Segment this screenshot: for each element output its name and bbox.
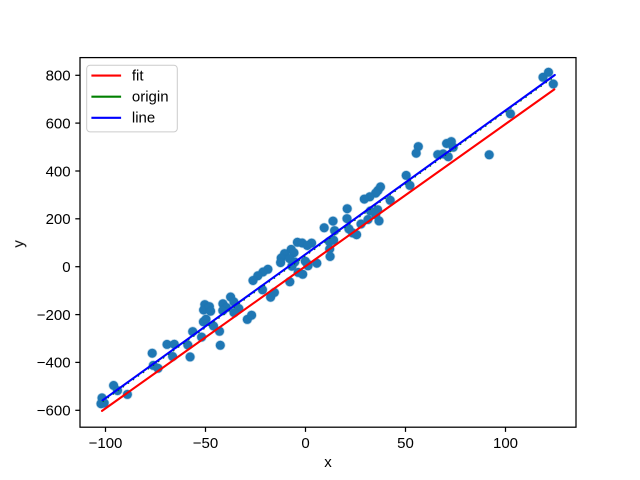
svg-text:0: 0	[301, 435, 309, 452]
svg-text:−400: −400	[37, 355, 71, 372]
svg-text:50: 50	[397, 435, 414, 452]
svg-text:400: 400	[46, 163, 71, 180]
svg-text:−100: −100	[89, 435, 123, 452]
svg-text:y: y	[10, 240, 27, 248]
svg-text:−50: −50	[193, 435, 218, 452]
svg-text:−600: −600	[37, 403, 71, 420]
svg-text:800: 800	[46, 68, 71, 85]
svg-text:line: line	[132, 110, 155, 127]
svg-text:200: 200	[46, 211, 71, 228]
svg-text:origin: origin	[132, 88, 169, 105]
svg-text:x: x	[324, 454, 332, 471]
svg-text:fit: fit	[132, 67, 145, 84]
svg-text:0: 0	[62, 259, 70, 276]
svg-text:100: 100	[493, 435, 518, 452]
svg-text:600: 600	[46, 115, 71, 132]
svg-text:−200: −200	[37, 307, 71, 324]
